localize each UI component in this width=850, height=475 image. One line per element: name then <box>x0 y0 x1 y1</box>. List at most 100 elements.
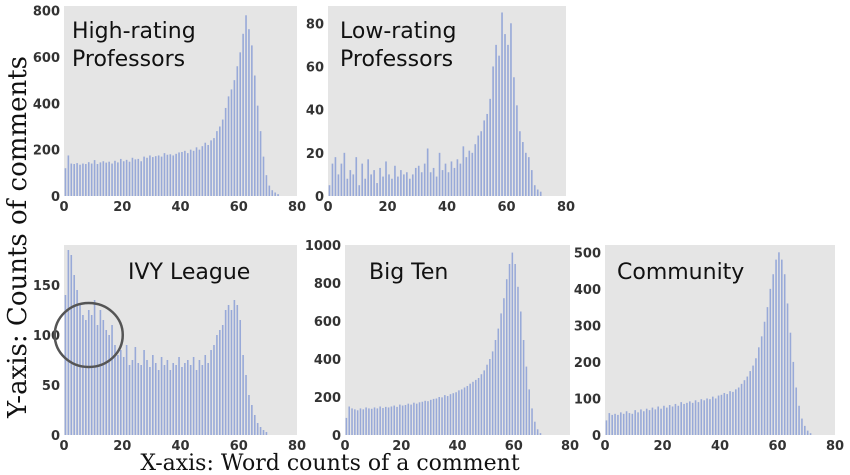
bar <box>775 259 777 435</box>
bar <box>346 178 349 196</box>
x-tick-label: 60 <box>505 439 523 454</box>
bar <box>227 305 230 435</box>
bar <box>475 379 477 435</box>
bar <box>525 366 528 435</box>
bar <box>146 157 148 196</box>
y-tick-label: 600 <box>314 315 341 330</box>
bar <box>108 335 110 435</box>
bar <box>102 320 105 435</box>
bar <box>274 192 276 196</box>
bar <box>160 357 163 435</box>
bar <box>426 148 429 196</box>
bar <box>379 406 381 435</box>
bar <box>345 417 348 435</box>
y-tick-label: 100 <box>33 329 60 344</box>
bar <box>99 162 102 196</box>
bar <box>674 403 677 435</box>
bar <box>421 401 424 435</box>
bar <box>712 396 714 435</box>
bar <box>486 113 488 196</box>
bar <box>804 425 806 435</box>
bar <box>70 163 73 196</box>
bar <box>265 175 268 196</box>
bar <box>368 408 370 435</box>
bar <box>401 405 404 435</box>
bar <box>361 163 364 196</box>
x-tick-label: 60 <box>230 200 248 215</box>
bar <box>268 185 271 196</box>
bar <box>407 403 410 435</box>
bar <box>154 156 157 196</box>
bar <box>340 163 343 196</box>
bar <box>772 274 774 435</box>
bar <box>239 52 242 197</box>
bar <box>385 406 387 435</box>
bar <box>732 391 734 435</box>
y-tick-label: 400 <box>314 353 341 368</box>
bar <box>224 310 227 435</box>
bar <box>694 400 697 435</box>
bar <box>117 162 119 196</box>
bar <box>645 408 648 435</box>
bar <box>207 145 209 196</box>
bar <box>67 250 70 435</box>
bar <box>686 402 688 435</box>
bar <box>507 44 509 196</box>
bar <box>441 397 443 435</box>
bar <box>513 77 515 196</box>
bar <box>634 410 636 435</box>
bar <box>429 172 432 196</box>
bar <box>494 340 497 435</box>
bar <box>262 156 265 196</box>
bar <box>798 405 800 435</box>
bar <box>64 295 67 435</box>
panel-title: Community <box>617 260 744 285</box>
bar <box>364 178 367 196</box>
bar <box>219 126 221 196</box>
bar <box>411 174 414 196</box>
bar <box>399 404 401 435</box>
bar <box>806 430 809 435</box>
bar <box>198 149 201 196</box>
bar <box>201 365 204 435</box>
bar <box>259 131 262 196</box>
bar <box>533 185 536 196</box>
bar <box>365 407 367 435</box>
bar <box>717 395 720 435</box>
bar <box>795 387 797 435</box>
bar <box>430 399 432 435</box>
y-tick-label: 0 <box>332 429 341 444</box>
bar <box>181 151 183 196</box>
x-tick-label: 20 <box>392 439 410 454</box>
y-tick-label: 150 <box>33 279 60 294</box>
bar <box>379 167 381 196</box>
bar <box>404 404 407 435</box>
bar <box>166 360 169 435</box>
bar <box>111 163 113 196</box>
bar <box>432 167 435 196</box>
bar <box>245 375 247 435</box>
bar <box>510 23 512 196</box>
bar <box>213 345 215 435</box>
bar <box>221 119 224 196</box>
bar <box>465 157 468 196</box>
bar <box>181 367 183 435</box>
bar <box>528 389 530 435</box>
bar <box>625 411 628 435</box>
bar <box>131 157 134 196</box>
bar <box>105 162 108 196</box>
bar <box>256 423 259 435</box>
bar <box>140 161 142 196</box>
bar <box>514 264 516 435</box>
bar <box>781 259 783 435</box>
bar <box>459 163 462 196</box>
bar <box>388 174 390 196</box>
bar <box>450 161 453 196</box>
bar <box>248 29 250 197</box>
x-tick-label: 80 <box>288 200 306 215</box>
bar <box>729 391 731 435</box>
x-tick-label: 60 <box>768 439 786 454</box>
bar <box>359 408 362 435</box>
bar <box>763 321 766 435</box>
